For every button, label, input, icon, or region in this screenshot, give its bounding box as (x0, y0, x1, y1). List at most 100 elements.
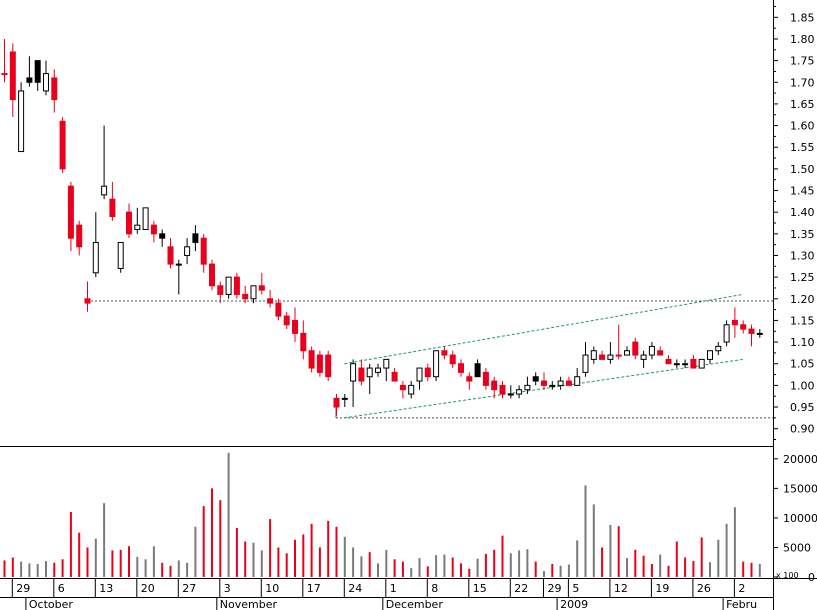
candle (316, 350, 323, 377)
candle (756, 329, 763, 338)
candle (92, 212, 99, 278)
candle-body (574, 376, 581, 386)
month-label: December (386, 598, 444, 610)
x-tick-label: 6 (58, 582, 65, 595)
candle (590, 346, 597, 364)
candle (217, 281, 224, 304)
candle-body (516, 389, 523, 395)
candle (698, 358, 705, 369)
candle (565, 376, 572, 386)
candle-body (51, 77, 58, 101)
candle-body (34, 60, 41, 83)
candle-body (267, 298, 274, 304)
candle-body (101, 185, 108, 196)
x-tick-label: 5 (572, 582, 579, 595)
candle (325, 350, 332, 382)
candle (648, 342, 655, 360)
vol-tick-label: 10000 (783, 512, 817, 525)
x-tick-label: 1 (390, 582, 397, 595)
candle-body (159, 233, 166, 239)
candle (242, 285, 249, 304)
y-axis: 1.85 1.80 1.75 1.70 1.65 1.60 1.55 1.50 1.45 1.40… (773, 0, 817, 610)
candle (399, 381, 406, 399)
candle-body (466, 376, 473, 382)
candle-body (441, 350, 448, 356)
candle (524, 376, 531, 395)
candle-body (458, 363, 464, 373)
candle (233, 272, 240, 299)
candle (607, 342, 614, 364)
candle-body (9, 51, 16, 101)
y-tick-label: 0.95 (790, 401, 815, 414)
candle (491, 376, 498, 399)
candle (76, 220, 83, 256)
candle (308, 346, 315, 373)
x-tick-label: 19 (655, 582, 669, 595)
candle-body (175, 263, 182, 266)
candle (516, 385, 523, 399)
candle-body (375, 367, 381, 373)
candle (59, 116, 66, 174)
candle-body (673, 363, 680, 366)
candle-body (134, 224, 141, 230)
y-tick-label: 1.40 (790, 206, 815, 219)
vol-tick-label: 5000 (783, 541, 811, 554)
candle (549, 381, 556, 390)
channel-upper-line (344, 293, 743, 365)
candle-body (690, 358, 697, 369)
candle (167, 238, 174, 269)
candle-body (67, 185, 74, 239)
candle-body (723, 324, 730, 343)
candle (632, 337, 639, 360)
y-tick-label: 1.75 (790, 55, 815, 68)
candle-body (756, 332, 763, 335)
x-tick-label: 17 (307, 582, 321, 595)
candle (624, 346, 630, 356)
y-tick-label: 1.30 (790, 249, 815, 262)
candle (358, 359, 365, 386)
candle-body (632, 341, 639, 356)
candle (499, 381, 506, 399)
y-tick-label: 1.35 (790, 228, 815, 241)
candle (541, 372, 547, 390)
candle-body (532, 376, 539, 382)
month-label: 2009 (560, 598, 588, 610)
x-tick-label: 29 (548, 582, 562, 595)
y-tick-label: 1.55 (790, 141, 815, 154)
month-label: Febru (726, 598, 757, 610)
candle (449, 350, 456, 369)
candle-body (474, 363, 481, 378)
candle (408, 381, 415, 399)
candle-body (499, 384, 506, 395)
y-tick-label: 1.15 (790, 314, 815, 327)
candle (333, 394, 340, 416)
candle-body (740, 324, 747, 330)
candle-body (1, 73, 8, 76)
candle (482, 368, 489, 390)
candle-body (200, 237, 207, 265)
candle-body (325, 354, 332, 378)
candle-body (657, 350, 664, 356)
candle-body (184, 246, 191, 256)
candle-body (482, 371, 489, 386)
candle-body (491, 380, 498, 391)
candle (283, 311, 290, 330)
candle-body (391, 371, 398, 382)
candle-body (507, 393, 514, 396)
candle (615, 324, 622, 360)
candle-body (698, 358, 705, 369)
candle-body (117, 241, 124, 269)
candle (117, 241, 124, 273)
candle-body (233, 276, 240, 295)
x-tick-label: 15 (473, 582, 487, 595)
candle-body (358, 367, 365, 382)
candle-body (640, 354, 647, 360)
candle-body (26, 77, 33, 83)
candle (292, 307, 298, 343)
y-tick-label: 1.25 (790, 271, 815, 284)
candle-body (599, 354, 606, 360)
x-tick-label: 26 (697, 582, 711, 595)
candle-body (316, 354, 323, 373)
candle (707, 350, 713, 364)
